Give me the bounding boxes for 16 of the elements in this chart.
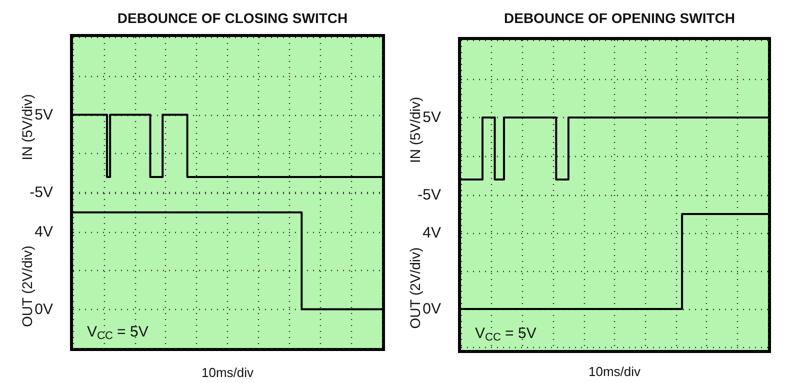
y-axis-title: IN (5V/div) — [407, 96, 423, 163]
y-tick-label: 0V — [34, 300, 53, 318]
y-axis-title: OUT (2V/div) — [407, 247, 423, 329]
y-axis-title: IN (5V/div) — [19, 94, 35, 160]
x-axis-title: 10ms/div — [201, 364, 254, 380]
y-tick-label: -5V — [418, 186, 441, 204]
y-tick-label: 4V — [34, 222, 53, 240]
y-tick-label: 4V — [422, 224, 441, 242]
y-tick-label: -5V — [30, 184, 53, 201]
x-axis-title: 10ms/div — [588, 364, 642, 379]
chart-title: DEBOUNCE OF CLOSING SWITCH — [117, 10, 348, 26]
y-axis-title: OUT (2V/div) — [19, 245, 35, 327]
chart-title: DEBOUNCE OF OPENING SWITCH — [504, 10, 736, 26]
y-tick-label: 5V — [34, 106, 53, 124]
y-tick-label: 0V — [422, 300, 441, 318]
y-tick-label: 5V — [422, 109, 441, 126]
